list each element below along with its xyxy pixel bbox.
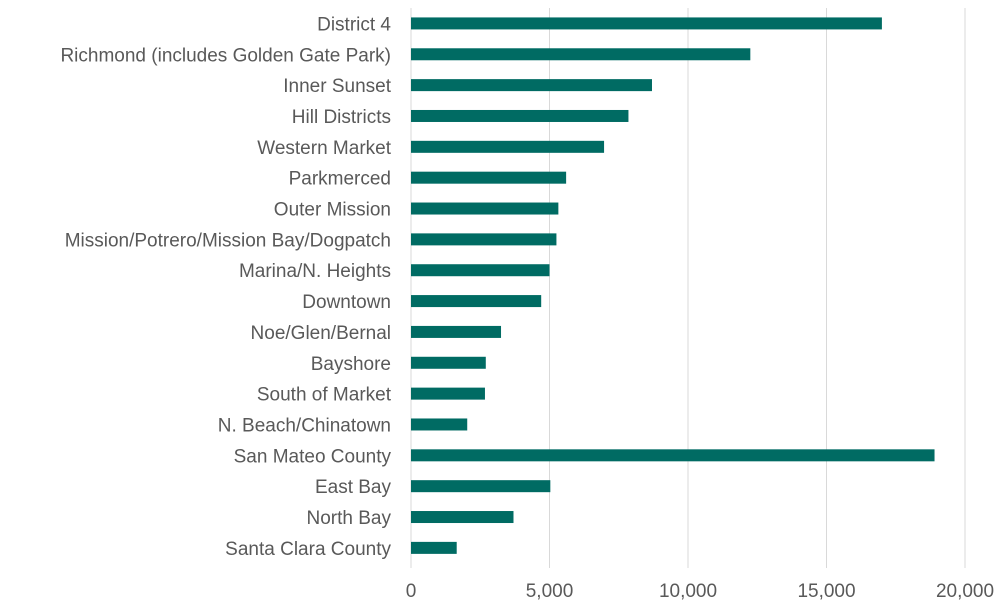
bar <box>411 480 551 493</box>
category-label: Santa Clara County <box>225 539 391 560</box>
category-label: Parkmerced <box>289 169 391 190</box>
bar <box>411 541 457 554</box>
category-label: Downtown <box>302 292 391 313</box>
bar <box>411 140 605 153</box>
category-label: Bayshore <box>311 354 391 375</box>
bar <box>411 356 486 369</box>
category-label: Western Market <box>257 138 391 159</box>
gridlines <box>410 8 966 568</box>
category-label: N. Beach/Chinatown <box>218 415 391 436</box>
category-label: South of Market <box>257 385 392 406</box>
category-label: Mission/Potrero/Mission Bay/Dogpatch <box>65 230 391 251</box>
category-label: Marina/N. Heights <box>239 261 391 282</box>
category-label: Noe/Glen/Bernal <box>251 323 391 344</box>
x-tick-label: 10,000 <box>659 581 717 602</box>
bar <box>411 109 629 122</box>
bars <box>411 17 935 554</box>
x-tick-label: 5,000 <box>526 581 574 602</box>
bar <box>411 325 502 338</box>
category-label: North Bay <box>307 508 392 529</box>
bar <box>411 48 751 61</box>
bar <box>411 295 542 308</box>
x-tick-label: 15,000 <box>797 581 855 602</box>
bar <box>411 264 550 277</box>
bar <box>411 79 652 92</box>
x-tick-label: 0 <box>406 581 417 602</box>
category-label: Richmond (includes Golden Gate Park) <box>60 45 391 66</box>
bar <box>411 387 485 400</box>
category-labels: District 4 Richmond (includes Golden Gate… <box>60 14 391 559</box>
bar <box>411 171 567 184</box>
x-axis-tick-labels: 0 5,000 10,000 15,000 20,000 <box>406 581 994 602</box>
category-label: Inner Sunset <box>283 76 391 97</box>
category-label: Outer Mission <box>274 200 391 221</box>
category-label: District 4 <box>317 14 391 35</box>
category-label: East Bay <box>315 477 392 498</box>
x-tick-label: 20,000 <box>936 581 994 602</box>
bar <box>411 418 468 431</box>
bar <box>411 202 559 215</box>
bar <box>411 449 935 462</box>
category-label: San Mateo County <box>234 446 392 467</box>
category-label: Hill Districts <box>292 107 391 128</box>
bar <box>411 511 514 524</box>
bar <box>411 233 557 246</box>
bar <box>411 17 882 30</box>
